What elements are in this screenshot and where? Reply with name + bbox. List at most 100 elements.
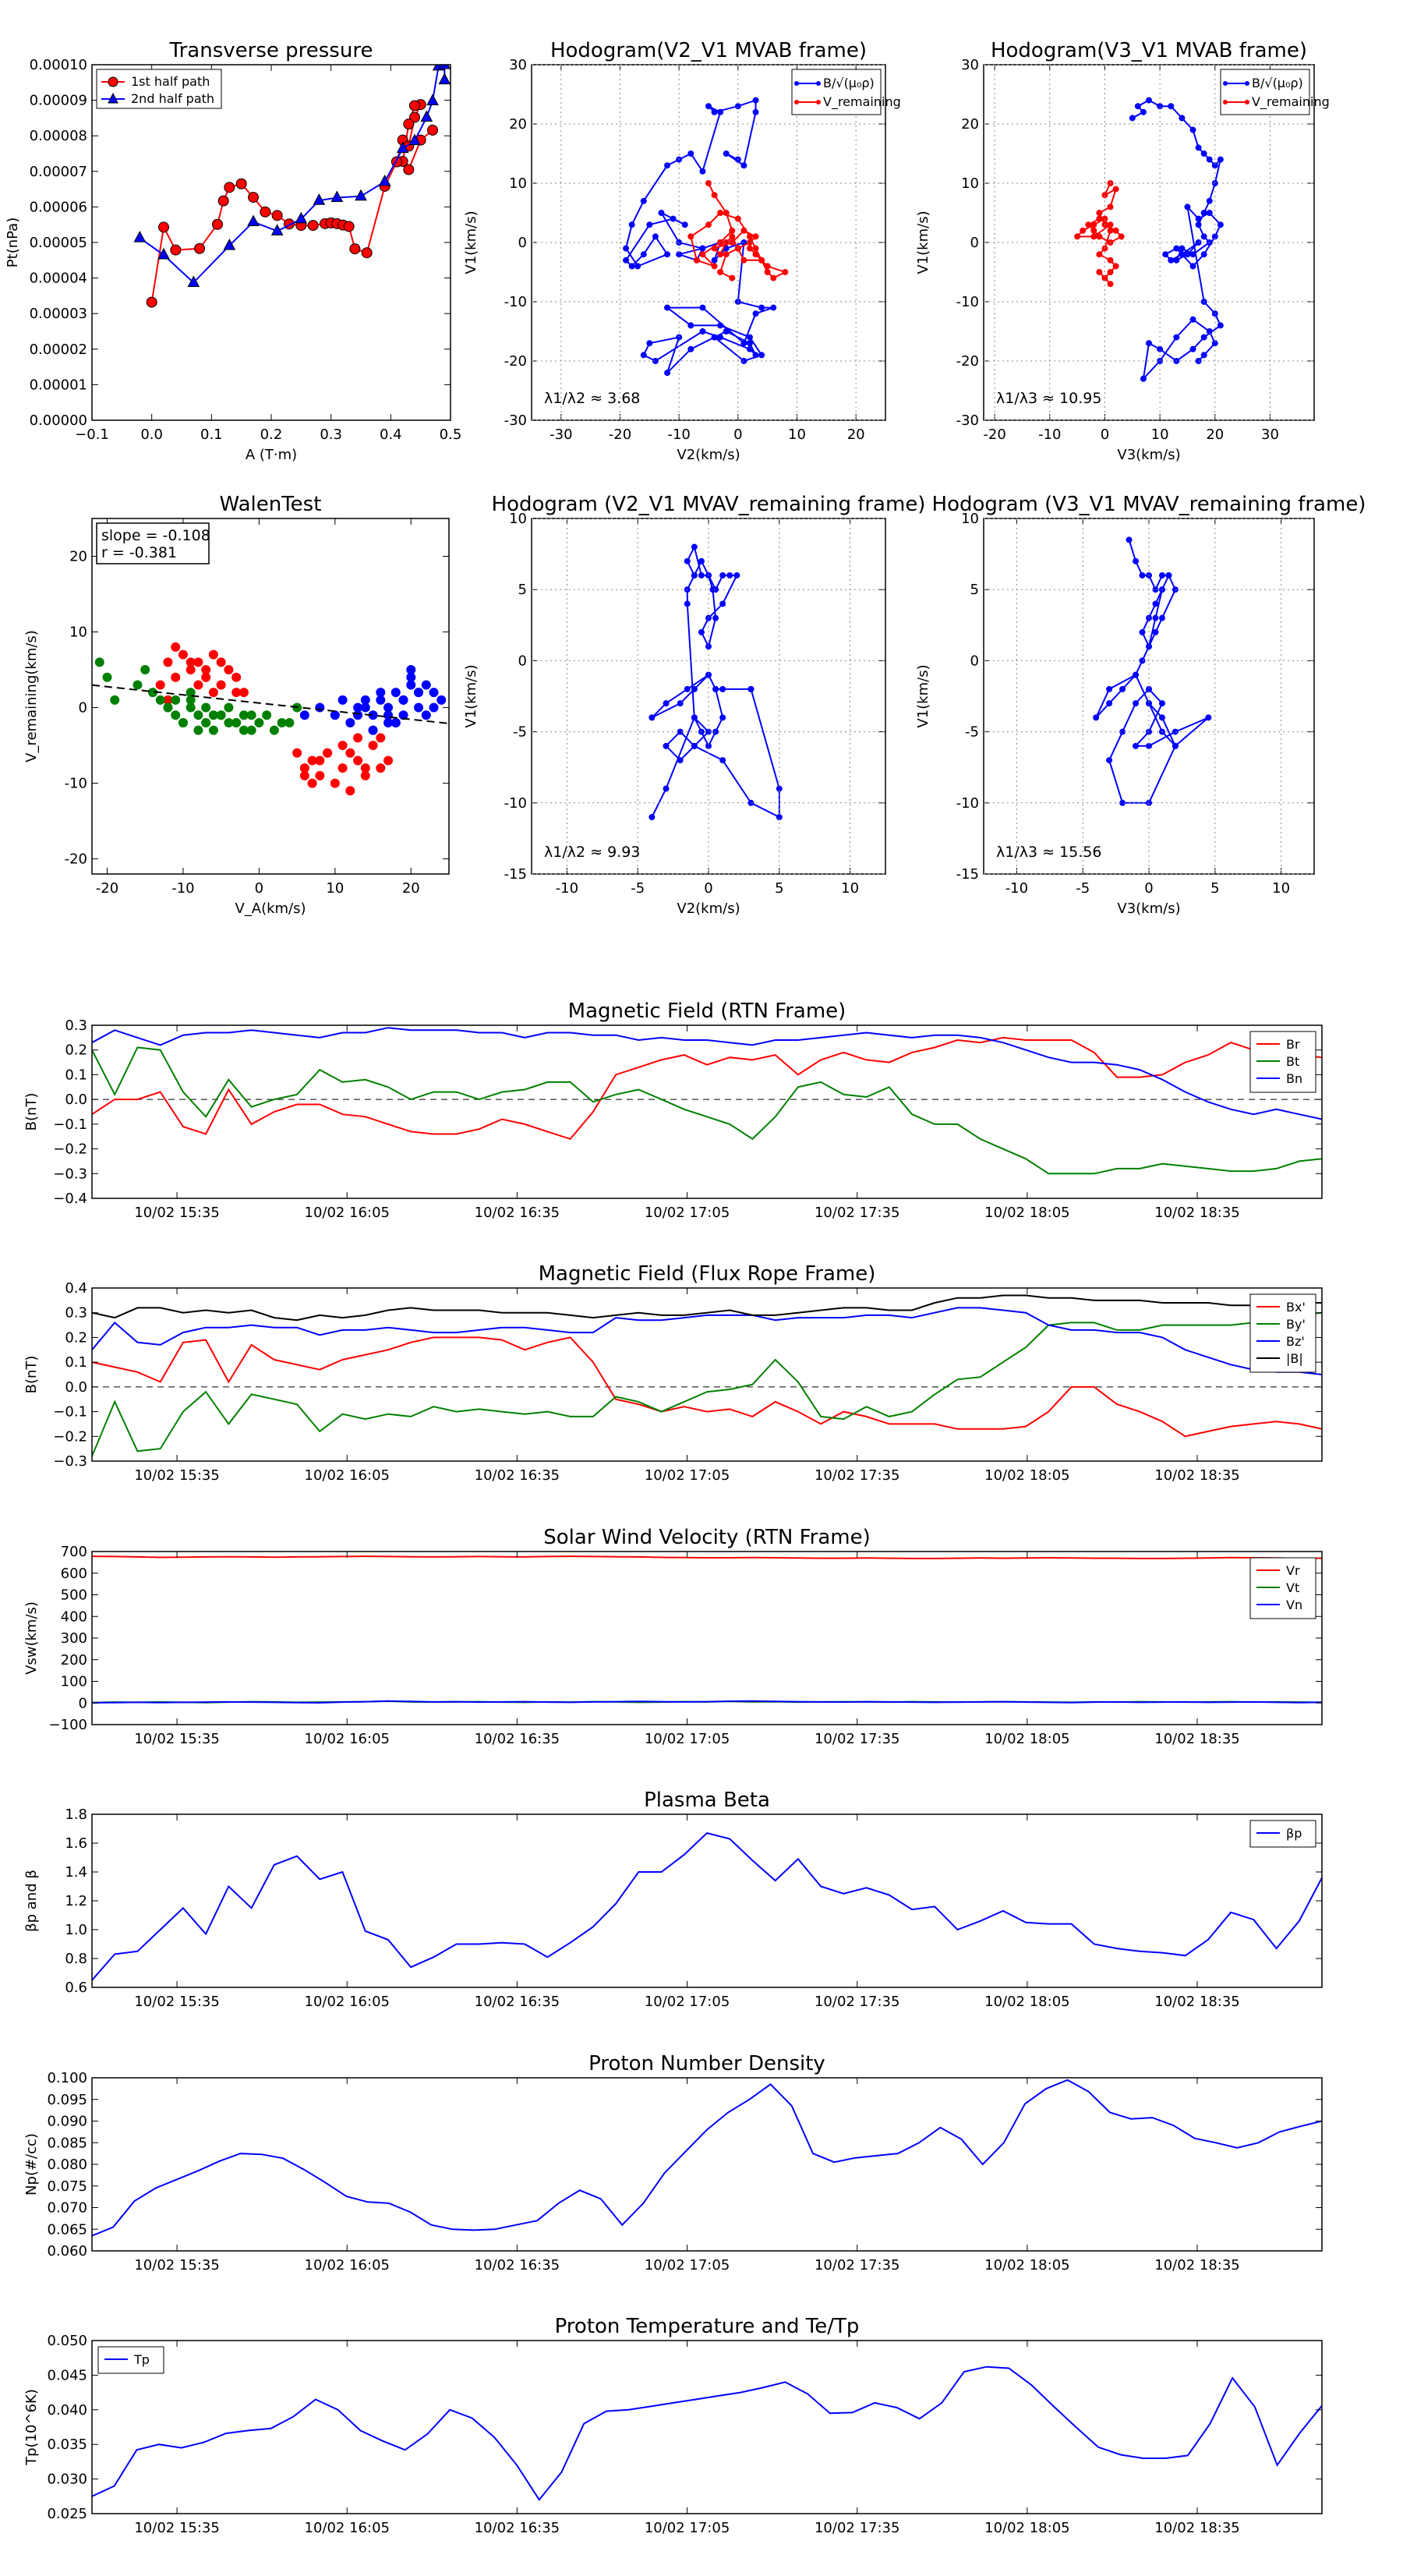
plot-area bbox=[1093, 536, 1212, 806]
data-point bbox=[193, 725, 203, 735]
plot-area bbox=[92, 2365, 1322, 2501]
data-point bbox=[1118, 233, 1125, 240]
y-axis-label: Tp(10^6K) bbox=[23, 2389, 40, 2466]
data-point bbox=[110, 695, 120, 705]
y-tick-label: 0.00000 bbox=[30, 412, 87, 429]
data-point bbox=[752, 97, 759, 104]
data-point bbox=[224, 717, 234, 727]
data-point bbox=[102, 672, 112, 682]
data-point bbox=[1133, 742, 1140, 749]
x-tick-label: 10/02 17:35 bbox=[815, 1994, 899, 2010]
data-point bbox=[426, 94, 439, 106]
x-tick-label: 10/02 15:35 bbox=[134, 1994, 219, 2010]
series-line-Vr bbox=[92, 1555, 1322, 1559]
y-axis-label: V1(km/s) bbox=[463, 211, 479, 274]
data-point bbox=[163, 657, 173, 667]
data-point bbox=[299, 770, 309, 780]
data-point bbox=[1106, 757, 1113, 764]
y-tick-label: −0.4 bbox=[53, 1191, 87, 1207]
x-tick-label: 10/02 17:05 bbox=[645, 2520, 730, 2536]
data-point bbox=[247, 214, 260, 227]
data-point bbox=[155, 695, 165, 705]
chart-title: Hodogram(V3_V1 MVAB frame) bbox=[991, 39, 1307, 62]
data-point bbox=[640, 197, 647, 204]
data-point bbox=[436, 695, 447, 705]
data-point bbox=[178, 649, 188, 660]
data-point bbox=[663, 742, 670, 749]
data-point bbox=[723, 150, 730, 157]
data-point bbox=[248, 192, 259, 203]
data-point bbox=[726, 571, 733, 579]
x-tick-label: 30 bbox=[1261, 426, 1279, 443]
legend-label: Bn bbox=[1286, 1071, 1302, 1086]
legend-label: βp bbox=[1286, 1826, 1302, 1841]
y-tick-label: 0.035 bbox=[47, 2436, 87, 2453]
data-point bbox=[1189, 126, 1196, 133]
y-tick-label: 400 bbox=[61, 1608, 87, 1625]
x-tick-label: 0 bbox=[733, 426, 742, 443]
legend-frame bbox=[1220, 69, 1310, 115]
axes-frame bbox=[91, 1551, 1323, 1725]
x-tick-label: 10/02 16:05 bbox=[305, 2520, 390, 2536]
legend-marker bbox=[108, 92, 118, 104]
data-point bbox=[770, 304, 777, 311]
y-tick-label: -20 bbox=[65, 851, 87, 868]
data-point bbox=[699, 328, 706, 334]
legend-marker bbox=[108, 76, 118, 87]
data-point bbox=[414, 688, 424, 698]
data-point bbox=[330, 190, 344, 203]
data-point bbox=[315, 770, 325, 780]
data-point bbox=[1206, 210, 1213, 216]
x-tick-label: 10 bbox=[1272, 880, 1290, 897]
x-axis-label: A (T·m) bbox=[246, 447, 297, 463]
data-point bbox=[723, 210, 730, 216]
x-tick-label: −0.1 bbox=[75, 426, 109, 443]
data-point bbox=[368, 725, 378, 735]
annotation-frame bbox=[96, 522, 210, 564]
x-tick-label: 10/02 18:05 bbox=[984, 1994, 1069, 2010]
y-tick-label: −0.1 bbox=[53, 1116, 87, 1133]
series-line-Br bbox=[92, 1036, 1322, 1141]
y-tick-label: -10 bbox=[504, 294, 527, 310]
legend-label: V_remaining bbox=[1252, 94, 1330, 110]
data-point bbox=[1195, 239, 1202, 246]
data-point bbox=[740, 162, 747, 169]
y-tick-label: 0.00005 bbox=[30, 235, 87, 251]
data-point bbox=[1184, 251, 1191, 258]
data-point bbox=[734, 215, 741, 222]
data-point bbox=[260, 206, 271, 218]
data-point bbox=[212, 218, 223, 230]
chart-title: Magnetic Field (RTN Frame) bbox=[568, 1000, 846, 1023]
y-axis-label: βp and β bbox=[23, 1870, 40, 1932]
y-axis-label: Vsw(km/s) bbox=[23, 1601, 40, 1675]
chart-title: Solar Wind Velocity (RTN Frame) bbox=[543, 1526, 870, 1549]
data-point bbox=[664, 304, 671, 311]
data-point bbox=[231, 672, 242, 682]
data-point bbox=[231, 688, 242, 698]
data-point bbox=[691, 714, 698, 721]
data-point bbox=[1106, 700, 1113, 707]
data-point bbox=[429, 702, 439, 713]
x-tick-label: 10/02 17:05 bbox=[645, 1994, 730, 2010]
legend-label: 2nd half path bbox=[131, 91, 214, 106]
plot-area bbox=[92, 1027, 1322, 1175]
x-tick-label: -20 bbox=[609, 426, 631, 443]
y-tick-label: -5 bbox=[513, 724, 527, 741]
plot-area bbox=[648, 543, 783, 821]
y-tick-label: 0.00008 bbox=[30, 128, 87, 144]
data-point bbox=[752, 352, 759, 359]
y-tick-label: 0.040 bbox=[47, 2402, 87, 2419]
data-point bbox=[758, 257, 765, 264]
data-point bbox=[1189, 345, 1196, 352]
data-point bbox=[1107, 269, 1114, 275]
data-point bbox=[1101, 215, 1108, 222]
data-point bbox=[764, 269, 771, 275]
data-point bbox=[201, 702, 211, 713]
plot-area bbox=[1074, 97, 1224, 382]
y-tick-label: -15 bbox=[956, 866, 979, 883]
y-axis-label: V_remaining(km/s) bbox=[23, 630, 40, 763]
data-point bbox=[1146, 340, 1152, 347]
y-tick-label: 500 bbox=[61, 1587, 87, 1604]
data-point bbox=[1133, 671, 1140, 678]
